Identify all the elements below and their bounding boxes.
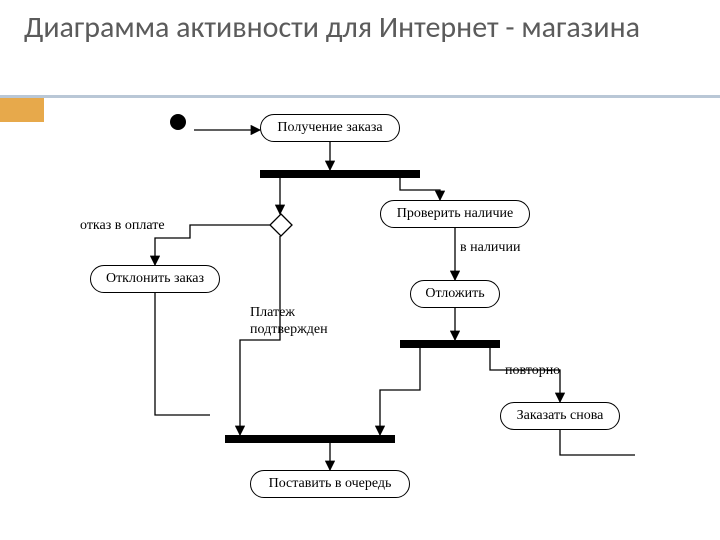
slide-title: Диаграмма активности для Интернет - мага… <box>24 10 640 46</box>
node-receive: Получение заказа <box>260 114 400 142</box>
label-refuse: отказ в оплате <box>80 218 165 234</box>
start-node <box>170 114 186 130</box>
accent-block <box>0 98 44 122</box>
node-queue: Поставить в очередь <box>250 470 410 498</box>
label-again: повторно <box>505 363 560 379</box>
node-check: Проверить наличие <box>380 200 530 228</box>
node-defer: Отложить <box>410 280 500 308</box>
label-paid2: подтвержден <box>250 322 328 338</box>
fork-bar-1 <box>260 170 420 178</box>
label-paid1: Платеж <box>250 305 295 321</box>
title-rule <box>0 95 720 98</box>
join-bar-1 <box>400 340 500 348</box>
label-instock: в наличии <box>460 240 520 256</box>
activity-diagram: Получение заказа Проверить наличие Откло… <box>80 110 640 530</box>
node-reorder: Заказать снова <box>500 402 620 430</box>
join-bar-2 <box>225 435 395 443</box>
node-decline: Отклонить заказ <box>90 265 220 293</box>
